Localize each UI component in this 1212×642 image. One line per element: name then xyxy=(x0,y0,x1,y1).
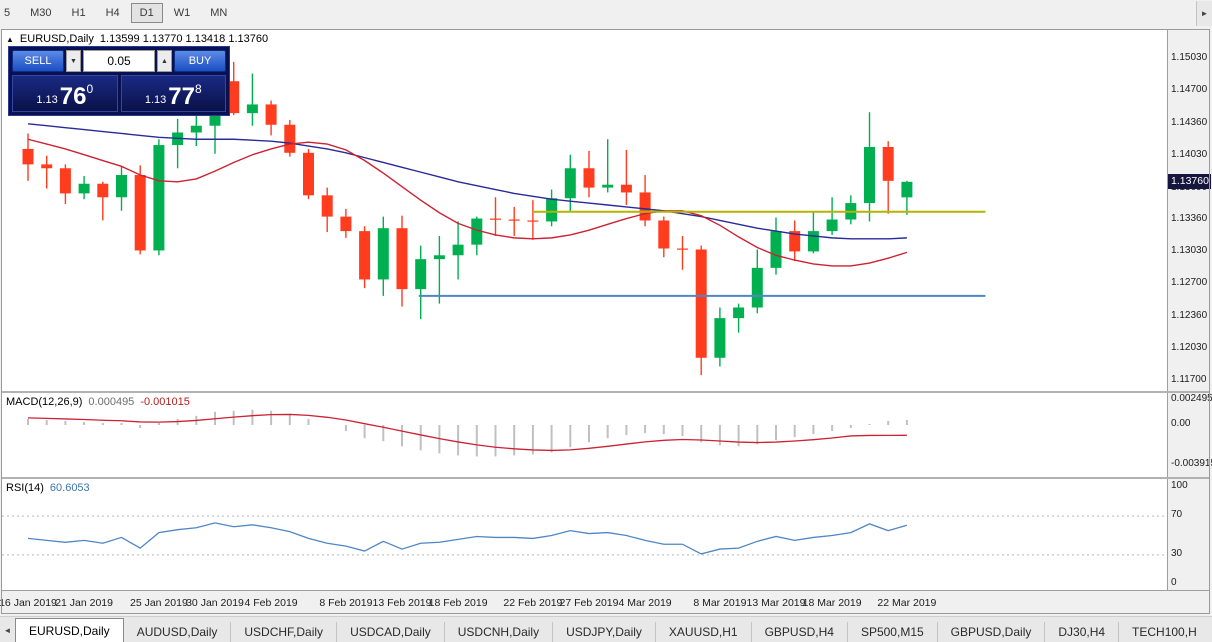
price-axis-label: 1.12030 xyxy=(1171,342,1208,354)
date-label: 21 Jan 2019 xyxy=(55,597,113,609)
chart-tab-tech100-h4[interactable]: TECH100,H4 xyxy=(1119,622,1196,642)
macd-indicator-name: MACD(12,26,9) xyxy=(6,396,83,408)
date-label: 16 Jan 2019 xyxy=(0,597,57,609)
date-label: 22 Mar 2019 xyxy=(877,597,937,609)
timeframe-button-m30[interactable]: M30 xyxy=(30,7,52,19)
timeframe-button-w1[interactable]: W1 xyxy=(173,7,191,19)
macd-signal-line xyxy=(27,413,907,452)
macd-main-value: 0.000495 xyxy=(88,396,135,408)
axis-separator-line xyxy=(1167,30,1168,591)
one-click-trading-panel: SELL ▼ 0.05 ▲ BUY 1.13 76 0 1.13 77 8 xyxy=(8,46,230,116)
current-price-badge: 1.13760 xyxy=(1168,173,1211,189)
rsi-title-row: RSI(14) 60.6053 xyxy=(6,482,90,494)
price-axis-label: 1.15030 xyxy=(1171,52,1208,63)
buy-button[interactable]: BUY xyxy=(174,50,226,72)
rsi-axis-label: 100 xyxy=(1171,480,1188,491)
date-label: 13 Feb 2019 xyxy=(372,597,432,609)
macd-signal-value: -0.001015 xyxy=(140,396,190,408)
buy-price-pip: 8 xyxy=(194,82,202,96)
chart-tab-usdchf-daily[interactable]: USDCHF,Daily xyxy=(231,622,338,642)
price-scale-column[interactable] xyxy=(1167,30,1210,591)
chart-tab-strip: EURUSD,Daily AUDUSD,Daily USDCHF,Daily USDC… xyxy=(15,616,1196,642)
chart-title-row: ▲ EURUSD,Daily 1.13599 1.13770 1.13418 1… xyxy=(6,33,268,45)
date-label: 27 Feb 2019 xyxy=(559,597,619,609)
sell-price-button[interactable]: 1.13 76 0 xyxy=(12,75,118,112)
volume-input[interactable]: 0.05 xyxy=(83,50,155,72)
chart-tab-sp500-m15[interactable]: SP500,M15 xyxy=(848,622,938,642)
rsi-value: 60.6053 xyxy=(49,482,90,494)
rsi-layer xyxy=(2,515,1167,556)
date-label: 4 Feb 2019 xyxy=(244,597,298,609)
one-click-collapse-icon[interactable]: ▲ xyxy=(6,34,14,44)
chart-symbol-title: EURUSD,Daily xyxy=(19,33,94,45)
volume-increase-button[interactable]: ▲ xyxy=(157,50,172,72)
macd-layer xyxy=(27,409,908,457)
macd-axis-label: 0.002495 xyxy=(1171,392,1212,404)
date-label: 25 Jan 2019 xyxy=(129,597,188,609)
date-label: 22 Feb 2019 xyxy=(503,597,563,609)
price-axis-label: 1.14030 xyxy=(1171,148,1208,160)
tabs-scroll-left-icon[interactable]: ◄ xyxy=(3,626,12,635)
fast-ma-line xyxy=(27,138,908,267)
date-row-divider xyxy=(2,590,1210,591)
chart-tab-usdcad-daily[interactable]: USDCAD,Daily xyxy=(337,622,445,642)
chart-tab-xauusd-h1[interactable]: XAUUSD,H1 xyxy=(656,622,752,642)
volume-decrease-button[interactable]: ▼ xyxy=(66,50,81,72)
timeframe-toolbar: 5 M30 H1 H4 D1 W1 MN xyxy=(0,0,1212,26)
date-label: 8 Mar 2019 xyxy=(693,597,747,609)
date-label: 8 Feb 2019 xyxy=(319,597,373,609)
buy-price-main: 77 xyxy=(168,83,195,110)
price-axis-label: 1.11700 xyxy=(1171,373,1207,385)
slow-ma-line xyxy=(27,123,907,240)
sell-price-main: 76 xyxy=(59,83,87,110)
candles-layer xyxy=(22,59,986,376)
rsi-axis-label: 70 xyxy=(1171,509,1183,521)
sell-price-pip: 0 xyxy=(86,82,94,96)
date-label: 30 Jan 2019 xyxy=(186,597,244,609)
price-axis-label: 1.12360 xyxy=(1171,310,1208,322)
macd-panel-divider[interactable] xyxy=(2,391,1210,393)
date-label: 18 Feb 2019 xyxy=(428,597,488,609)
price-axis-label: 1.14360 xyxy=(1171,116,1208,128)
chart-tab-audusd-daily[interactable]: AUDUSD,Daily xyxy=(124,622,232,642)
chart-tab-bar: ◄ EURUSD,Daily AUDUSD,Daily USDCHF,Daily US… xyxy=(0,616,1212,642)
timeframe-button-5[interactable]: 5 xyxy=(4,7,11,19)
rsi-indicator-name: RSI(14) xyxy=(6,482,44,494)
buy-price-prefix: 1.13 xyxy=(144,94,167,106)
chart-tab-usdjpy-daily[interactable]: USDJPY,Daily xyxy=(553,622,656,642)
chart-tab-eurusd-daily[interactable]: EURUSD,Daily xyxy=(15,618,124,642)
timeframe-button-h1[interactable]: H1 xyxy=(71,7,86,19)
rsi-panel-divider[interactable] xyxy=(2,477,1210,479)
rsi-axis-label: 30 xyxy=(1171,547,1183,559)
chart-tab-gbpusd-daily[interactable]: GBPUSD,Daily xyxy=(938,622,1046,642)
chart-ohlc-values: 1.13599 1.13770 1.13418 1.13760 xyxy=(99,33,269,45)
date-scale-row[interactable] xyxy=(2,591,1210,614)
timeframe-button-d1[interactable]: D1 xyxy=(130,3,163,23)
sell-price-prefix: 1.13 xyxy=(36,94,58,106)
price-axis-label: 1.13360 xyxy=(1171,213,1208,225)
price-axis-label: 1.13030 xyxy=(1171,245,1208,257)
timeframe-button-mn[interactable]: MN xyxy=(210,7,228,19)
rsi-axis-label: 0 xyxy=(1171,577,1177,588)
chart-tab-dj30-h4[interactable]: DJ30,H4 xyxy=(1045,622,1120,642)
buy-price-button[interactable]: 1.13 77 8 xyxy=(120,75,226,112)
sell-button[interactable]: SELL xyxy=(12,50,64,72)
timeframe-button-h4[interactable]: H4 xyxy=(105,7,120,19)
macd-axis-label: 0.00 xyxy=(1171,418,1191,429)
macd-axis-label: -0.003915 xyxy=(1171,457,1212,469)
macd-title-row: MACD(12,26,9) 0.000495 -0.001015 xyxy=(6,396,190,408)
date-label: 18 Mar 2019 xyxy=(802,597,862,609)
tabs-scroll-right-icon[interactable]: ► xyxy=(1196,1,1212,26)
date-label: 4 Mar 2019 xyxy=(618,597,672,609)
date-label: 13 Mar 2019 xyxy=(746,597,806,609)
chart-tab-usdcnh-daily[interactable]: USDCNH,Daily xyxy=(445,622,554,642)
chart-tab-gbpusd-h4[interactable]: GBPUSD,H4 xyxy=(752,622,848,642)
price-axis-label: 1.14700 xyxy=(1171,83,1208,95)
price-axis-label: 1.12700 xyxy=(1171,277,1208,289)
rsi-line xyxy=(27,522,908,555)
